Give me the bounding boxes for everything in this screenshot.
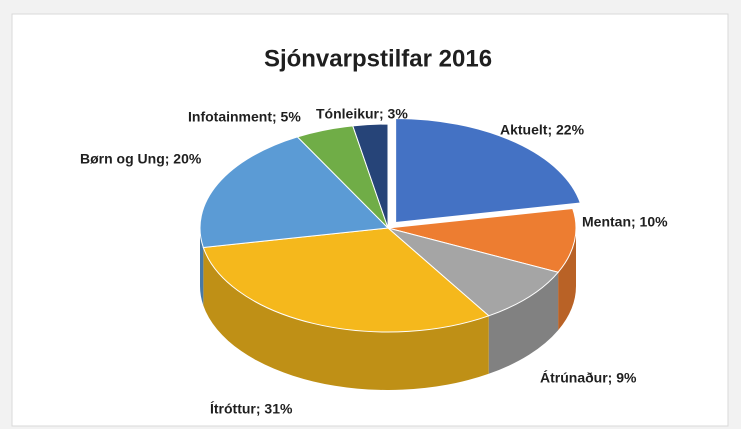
slice-side xyxy=(488,272,559,374)
data-label: Tónleikur; 3% xyxy=(316,106,408,122)
data-label: Ítróttur; 31% xyxy=(210,401,293,417)
slice xyxy=(387,207,577,273)
slice xyxy=(199,136,390,249)
data-label: Infotainment; 5% xyxy=(188,109,301,125)
slice xyxy=(202,227,490,333)
slice-side xyxy=(558,228,576,331)
slice xyxy=(352,123,389,229)
data-label: Aktuelt; 22% xyxy=(500,122,585,138)
data-label: Mentan; 10% xyxy=(582,214,668,230)
slice-side xyxy=(203,247,489,390)
slice-side xyxy=(200,228,204,306)
slice xyxy=(395,117,581,224)
data-label: Børn og Ung; 20% xyxy=(80,151,202,167)
slice xyxy=(387,227,560,317)
data-label: Átrúnaður; 9% xyxy=(540,370,637,386)
chart-title: Sjónvarpstilfar 2016 xyxy=(264,45,492,72)
